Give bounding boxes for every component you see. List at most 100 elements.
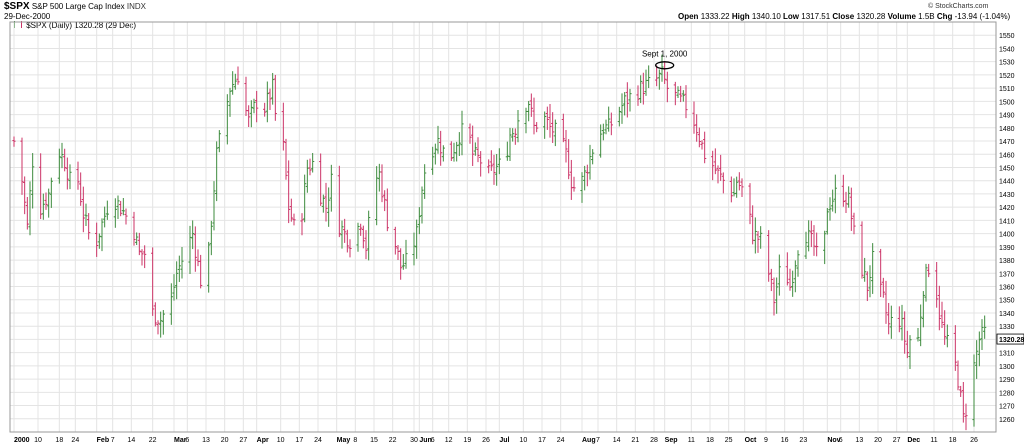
- volume-value: 1.5B: [918, 12, 935, 21]
- ohlc-bar: [607, 106, 611, 132]
- x-tick-label: Sep: [665, 437, 678, 444]
- legend-text: $SPX (Daily) 1320.28 (29 Dec): [26, 21, 137, 30]
- ohlc-bar: [193, 226, 197, 272]
- ohlc-bar: [284, 138, 288, 180]
- ohlc-bar: [961, 381, 965, 423]
- ohlc-bar: [308, 158, 312, 176]
- ohlc-bar: [359, 223, 363, 236]
- ohlc-bar: [639, 75, 643, 104]
- ohlc-bar: [655, 65, 659, 87]
- ohlc-bar: [140, 249, 144, 266]
- ohlc-bar: [289, 198, 293, 222]
- ohlc-bar: [516, 110, 520, 143]
- ohlc-bar: [311, 152, 315, 173]
- ohlc-bar: [151, 247, 155, 316]
- x-tick-label: Mar: [174, 437, 187, 444]
- ohlc-bar: [700, 140, 704, 150]
- ohlc-bar: [340, 220, 344, 249]
- x-tick-label: 6: [185, 437, 189, 444]
- ohlc-bar: [897, 306, 901, 333]
- ohlc-bar: [281, 102, 285, 151]
- y-tick-label: 1430: [999, 192, 1015, 199]
- ohlc-bar: [623, 92, 627, 116]
- ohlc-bar: [889, 305, 893, 339]
- y-tick-label: 1260: [999, 417, 1015, 424]
- last-value-tag: [996, 333, 1024, 345]
- x-tick-label: 20: [874, 437, 882, 444]
- ohlc-bar: [300, 213, 304, 236]
- ohlc-bar: [553, 119, 557, 147]
- ohlc-bar: [156, 320, 160, 335]
- y-tick-label: 1380: [999, 258, 1015, 265]
- ohlc-bar: [945, 324, 949, 348]
- ohlc-bar: [399, 248, 403, 280]
- y-tick-label: 1410: [999, 218, 1015, 225]
- ohlc-bar: [748, 183, 752, 225]
- ohlc-bar: [636, 85, 640, 106]
- ohlc-bar: [439, 130, 443, 166]
- y-tick-label: 1480: [999, 126, 1015, 133]
- ohlc-bar: [716, 165, 720, 184]
- ohlc-bar: [863, 257, 867, 282]
- chart-date: 29-Dec-2000: [4, 12, 51, 21]
- ohlc-bar: [25, 196, 29, 230]
- ohlc-bar: [121, 197, 125, 216]
- ohlc-bar: [60, 142, 64, 169]
- ohlc-bar: [964, 403, 968, 431]
- ohlc-bar: [959, 385, 963, 397]
- y-tick-label: 1540: [999, 46, 1015, 53]
- ohlc-bar: [153, 302, 157, 327]
- x-tick-label: 30: [410, 437, 418, 444]
- ohlc-bar: [849, 187, 853, 231]
- y-tick-label: 1460: [999, 152, 1015, 159]
- ohlc-bar: [468, 123, 472, 144]
- ohlc-bar: [868, 265, 872, 298]
- x-tick-label: 22: [389, 437, 397, 444]
- ohlc-bar: [572, 176, 576, 192]
- low-label: Low: [783, 12, 800, 21]
- ohlc-bar: [95, 222, 99, 257]
- ohlc-bar: [953, 325, 957, 371]
- ohlc-bar: [199, 254, 203, 289]
- ohlc-bar: [431, 146, 435, 175]
- low-value: 1317.51: [801, 12, 831, 21]
- ohlc-bar: [124, 208, 128, 225]
- x-tick-label: Aug: [582, 437, 596, 444]
- y-tick-label: 1370: [999, 271, 1015, 278]
- ohlc-bar: [879, 248, 883, 298]
- ohlc-bar: [924, 263, 928, 302]
- y-tick-label: 1400: [999, 232, 1015, 239]
- ohlc-bar: [943, 310, 947, 345]
- x-tick-label: 11: [930, 437, 937, 444]
- ohlc-bar: [39, 153, 43, 220]
- ohlc-bar: [44, 192, 48, 210]
- ohlc-bar: [348, 239, 352, 258]
- y-tick-label: 1300: [999, 364, 1015, 371]
- ohlc-bar: [772, 277, 776, 316]
- y-tick-label: 1340: [999, 311, 1015, 318]
- y-tick-label: 1470: [999, 139, 1015, 146]
- ohlc-bar: [305, 159, 309, 193]
- ohlc-bar: [908, 335, 912, 370]
- x-tick-label: 7: [111, 437, 115, 444]
- ohlc-bar: [343, 218, 347, 243]
- x-tick-label: Jun: [419, 437, 431, 444]
- ohlc-bar: [233, 73, 237, 90]
- x-tick-label: 18: [706, 437, 714, 444]
- x-tick-label: 26: [482, 437, 490, 444]
- ohlc-bar: [324, 182, 328, 222]
- ohlc-bar: [511, 128, 515, 142]
- ohlc-bar: [87, 213, 91, 240]
- x-tick-label: 22: [149, 437, 157, 444]
- ohlc-bar: [679, 85, 683, 103]
- ohlc-bar: [252, 98, 256, 114]
- ohlc-bar: [457, 132, 461, 156]
- ohlc-bar: [711, 150, 715, 181]
- x-tick-label: 2000: [14, 437, 30, 444]
- ohlc-bar: [209, 220, 213, 256]
- ohlc-bar: [31, 153, 35, 209]
- ohlc-bar: [777, 254, 781, 296]
- last-value-label: 1320.28: [999, 337, 1024, 344]
- y-tick-label: 1290: [999, 377, 1015, 384]
- x-tick-label: 28: [650, 437, 658, 444]
